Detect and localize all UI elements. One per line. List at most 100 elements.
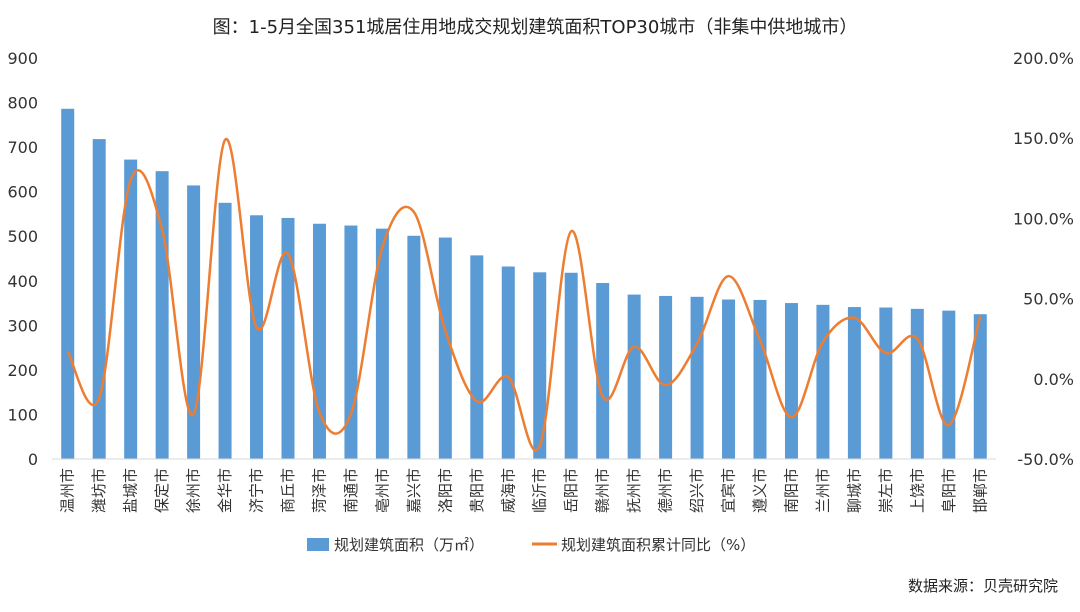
line-point [853, 316, 856, 319]
x-axis-tick-label: 遵义市 [751, 468, 769, 513]
left-axis-tick-label: 800 [7, 94, 38, 113]
line-point [947, 424, 950, 427]
bar [281, 217, 295, 459]
right-axis: -50.0% 0.0% 50.0% 100.0% 150.0% 200.0% [1013, 49, 1074, 469]
x-axis-tick-label: 绍兴市 [688, 468, 706, 513]
bar [533, 272, 547, 459]
right-axis-tick-label: 200.0% [1013, 49, 1074, 68]
x-axis-tick-label: 赣州市 [594, 468, 612, 513]
bar [816, 304, 830, 459]
line-point [759, 339, 762, 342]
bar [470, 255, 484, 459]
x-axis-tick-label: 临沂市 [531, 468, 549, 513]
line-point [884, 352, 887, 355]
x-axis-tick-label: 徐州市 [185, 468, 203, 513]
line-point [161, 228, 164, 231]
left-axis-tick-label: 600 [7, 183, 38, 202]
line-point [916, 337, 919, 340]
left-axis-tick-label: 900 [7, 49, 38, 68]
x-axis-tick-label: 德州市 [657, 468, 675, 513]
x-axis-tick-label: 嘉兴市 [405, 468, 423, 513]
line-series [66, 138, 982, 452]
left-axis-tick-label: 0 [28, 450, 38, 469]
legend: 规划建筑面积（万㎡） 规划建筑面积累计同比（%） [307, 536, 755, 554]
line-point [255, 326, 258, 329]
right-axis-tick-label: -50.0% [1017, 450, 1074, 469]
bar [564, 272, 578, 459]
line-point [696, 342, 699, 345]
x-axis-tick-label: 南通市 [342, 468, 360, 513]
bar [973, 314, 987, 459]
legend-swatch-bar [307, 538, 329, 551]
line-point [318, 411, 321, 414]
x-axis-tick-label: 洛阳市 [436, 468, 454, 513]
x-axis-tick-label: 阜阳市 [940, 468, 958, 513]
x-axis-tick-label: 上饶市 [908, 468, 926, 513]
bar [407, 235, 421, 459]
bar [501, 266, 515, 459]
left-axis: 0 100 200 300 400 500 600 700 800 900 [7, 49, 38, 469]
bar [910, 308, 924, 459]
x-axis-tick-label: 抚州市 [625, 468, 643, 513]
line-point [538, 445, 541, 448]
line-point [664, 384, 667, 387]
x-axis-tick-label: 潍坊市 [90, 468, 108, 513]
line-point [601, 395, 604, 398]
bar [124, 159, 138, 459]
bar [784, 303, 798, 459]
line-point [287, 252, 290, 255]
bar [218, 202, 232, 460]
bar [942, 310, 956, 459]
left-axis-tick-label: 200 [7, 361, 38, 380]
bar [61, 108, 75, 459]
x-axis-tick-label: 兰州市 [814, 468, 832, 513]
x-axis-tick-label: 温州市 [59, 468, 77, 513]
x-axis-tick-label: 贵阳市 [468, 468, 486, 513]
line-point [979, 315, 982, 318]
line-point [475, 400, 478, 403]
x-axis-tick-label: 金华市 [216, 468, 234, 513]
bar [92, 139, 106, 459]
x-axis-tick-label: 保定市 [153, 468, 171, 513]
bar [753, 299, 767, 459]
right-axis-tick-label: 150.0% [1013, 129, 1074, 148]
x-axis-tick-label: 商丘市 [279, 468, 297, 513]
line-point [633, 345, 636, 348]
line-point [192, 413, 195, 416]
bar [375, 228, 389, 459]
yoy-line [66, 138, 982, 452]
x-axis-tick-label: 聊城市 [845, 468, 863, 513]
x-axis-tick-label: 岳阳市 [562, 468, 580, 513]
line-point [727, 275, 730, 278]
legend-label-bar: 规划建筑面积（万㎡） [334, 536, 484, 554]
bar [596, 283, 610, 459]
bar [187, 185, 201, 459]
x-axis: 温州市 潍坊市 盐城市 保定市 徐州市 金华市 济宁市 商丘市 菏泽市 南通市 亳州市 嘉兴市 洛阳市贵… [52, 458, 996, 513]
right-axis-tick-label: 100.0% [1013, 209, 1074, 228]
left-axis-tick-label: 400 [7, 272, 38, 291]
x-axis-tick-label: 南阳市 [782, 468, 800, 513]
bar [722, 299, 736, 459]
line-point [507, 376, 510, 379]
left-axis-tick-label: 500 [7, 227, 38, 246]
line-point [381, 246, 384, 249]
x-axis-tick-label: 威海市 [499, 468, 517, 513]
line-point [444, 329, 447, 332]
line-point [98, 397, 101, 400]
chart-title: 图：1-5月全国351城居住用地成交规划建筑面积TOP30城市（非集中供地城市） [213, 17, 858, 38]
source-note: 数据来源：贝壳研究院 [908, 577, 1058, 595]
x-axis-tick-label: 亳州市 [373, 468, 391, 513]
x-axis-tick-label: 崇左市 [877, 468, 895, 513]
bar [438, 237, 452, 459]
bar [690, 296, 704, 459]
bar [627, 294, 641, 459]
line-point [349, 413, 352, 416]
line-point [224, 138, 227, 141]
line-point [821, 340, 824, 343]
legend-label-line: 规划建筑面积累计同比（%） [561, 536, 755, 554]
x-axis-tick-label: 济宁市 [248, 468, 266, 513]
x-axis-tick-label: 宜宾市 [720, 468, 738, 513]
x-axis-tick-label: 盐城市 [122, 468, 140, 513]
